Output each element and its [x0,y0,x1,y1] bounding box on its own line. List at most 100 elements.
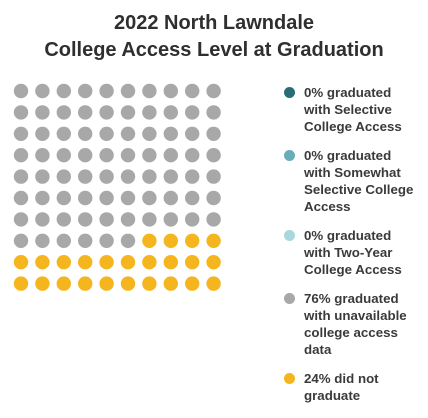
legend-item: 0% graduated with Two-Year College Access [284,227,428,278]
legend-label-line: with Two-Year [304,245,393,260]
waffle-dot [35,233,50,248]
legend-label-line: 0% graduated [304,148,392,163]
waffle-dot [206,83,221,99]
waffle-dot [120,233,136,248]
legend-label: 0% graduated with Two-Year College Access [304,227,428,278]
waffle-dot [13,255,29,270]
waffle-dot [99,83,114,99]
legend-label: 0% graduated with Somewhat Selective Colle… [304,147,428,215]
waffle-dot [142,255,157,270]
waffle-dot [56,83,71,99]
waffle-dot [120,83,136,99]
waffle-dot [56,212,71,227]
legend-label-line: with Somewhat [304,165,401,180]
waffle-dot [56,169,71,184]
legend-label-line: with Selective [304,102,392,117]
waffle-dot [120,190,136,206]
legend-label: 24% did not graduate [304,370,428,404]
waffle-dot [35,255,50,270]
waffle-dot [163,212,178,227]
legend-item: 0% graduated with Selective College Access [284,84,428,135]
waffle-dot [56,126,71,141]
waffle-dot [185,105,200,120]
waffle-dot [99,190,114,206]
waffle-dot [163,255,178,270]
legend-label-line: Selective College [304,182,414,197]
waffle-dot [13,190,29,206]
waffle-dot [35,190,50,206]
waffle-dot [163,105,178,120]
waffle-dot [13,83,29,99]
waffle-dot [185,83,200,99]
chart-title: 2022 North Lawndale College Access Level … [0,10,428,64]
waffle-dot [206,190,221,206]
waffle-dot [142,233,157,248]
waffle-dot [206,169,221,184]
waffle-dot [13,276,29,291]
waffle-dot [78,126,93,141]
legend-label-line: 0% graduated [304,228,392,243]
waffle-dot [78,83,93,99]
waffle-dot [78,255,93,270]
waffle-dot [99,276,114,291]
legend-label-line: with unavailable [304,308,407,323]
legend-label-line: graduate [304,388,361,403]
waffle-dot [78,105,93,120]
legend-swatch [284,373,295,384]
waffle-dot [99,233,114,248]
waffle-dot [163,169,178,184]
legend-item: 76% graduated with unavailable college acc… [284,290,428,358]
waffle-chart [13,83,221,291]
waffle-dot [13,233,29,248]
waffle-dot [142,105,157,120]
waffle-dot [35,105,50,120]
waffle-dot [35,126,50,141]
waffle-dot [185,212,200,227]
legend-label: 0% graduated with Selective College Access [304,84,428,135]
waffle-dot [185,169,200,184]
waffle-dot [99,148,114,163]
waffle-dot [163,190,178,206]
legend-label-line: College Access [304,119,402,134]
waffle-dot [78,212,93,227]
waffle-dot [99,255,114,270]
legend: 0% graduated with Selective College Access… [284,84,428,404]
waffle-dot [13,126,29,141]
waffle-dot [56,190,71,206]
waffle-dot [120,276,136,291]
legend-swatch [284,293,295,304]
waffle-dot [13,105,29,120]
waffle-dot [206,276,221,291]
waffle-dot [78,169,93,184]
waffle-dot [78,148,93,163]
waffle-dot [163,126,178,141]
waffle-dot [185,276,200,291]
legend-label-line: data [304,342,332,357]
waffle-dot [78,276,93,291]
waffle-dot [35,276,50,291]
chart-title-line: College Access Level at Graduation [44,39,384,61]
waffle-dot [185,255,200,270]
waffle-dot [142,276,157,291]
legend-label-line: college access [304,325,398,340]
waffle-dot [13,148,29,163]
legend-label-line: 0% graduated [304,85,392,100]
legend-swatch [284,230,295,241]
chart-title-line: 2022 North Lawndale [113,12,315,34]
waffle-dot [56,148,71,163]
legend-item: 24% did not graduate [284,370,428,404]
waffle-dot [206,212,221,227]
legend-label-line: 24% did not [304,371,379,386]
legend-label: 76% graduated with unavailable college acc… [304,290,428,358]
waffle-dot [206,148,221,163]
waffle-dot [206,233,221,248]
waffle-dot [120,212,136,227]
waffle-dot [185,126,200,141]
waffle-dot [13,169,29,184]
waffle-dot [78,190,93,206]
waffle-dot [120,148,136,163]
legend-label-line: College Access [304,262,402,277]
legend-label-line: Access [304,199,351,214]
waffle-dot [142,169,157,184]
waffle-dot [13,212,29,227]
